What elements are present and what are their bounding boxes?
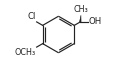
Text: CH₃: CH₃ — [74, 5, 88, 14]
Polygon shape — [79, 15, 81, 22]
Text: OH: OH — [89, 17, 102, 26]
Text: OCH₃: OCH₃ — [15, 48, 36, 57]
Text: Cl: Cl — [28, 12, 36, 21]
